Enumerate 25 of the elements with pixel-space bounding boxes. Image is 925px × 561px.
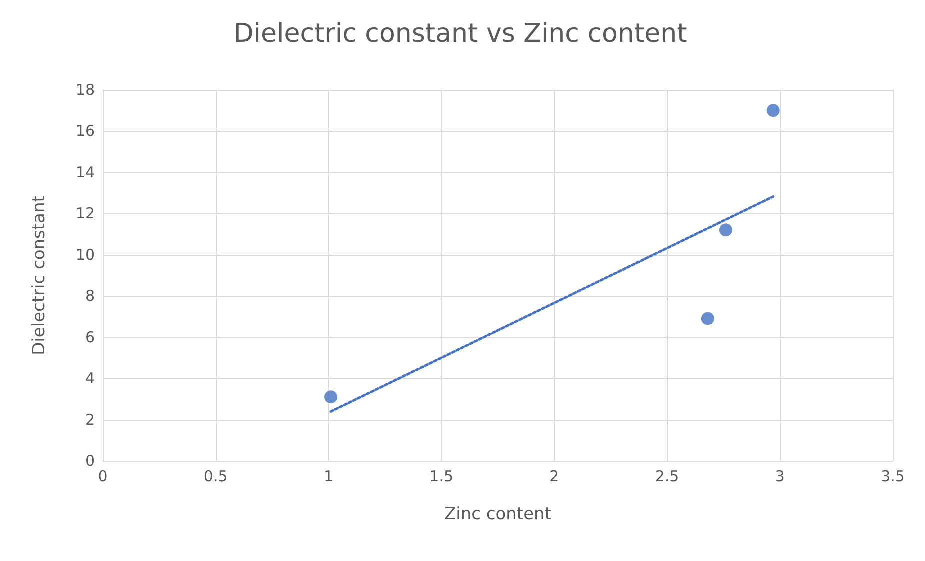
- y-tick-label: 16: [76, 122, 95, 140]
- point: [766, 104, 780, 118]
- x-axis-title: Zinc content: [444, 504, 552, 524]
- point: [719, 224, 732, 237]
- y-tick-label: 0: [85, 452, 95, 470]
- y-tick-label: 18: [76, 81, 95, 99]
- y-tick-label: 10: [76, 246, 95, 264]
- y-tick-label: 12: [76, 204, 95, 223]
- point: [701, 312, 714, 326]
- y-tick-label: 8: [85, 287, 95, 306]
- x-tick-label: 3.5: [881, 468, 905, 486]
- x-tick-label: 1: [324, 468, 334, 486]
- x-tick-label: 0: [98, 468, 108, 486]
- y-tick-label: 2: [85, 410, 95, 429]
- x-tick-label: 2.5: [655, 468, 680, 486]
- point: [324, 390, 338, 404]
- y-tick-label: 4: [85, 370, 95, 388]
- x-tick-label: 3: [775, 468, 785, 486]
- y-tick-label: 6: [85, 328, 95, 346]
- y-tick-label: 14: [76, 163, 95, 182]
- chart-title: Dielectric constant vs Zinc content: [234, 19, 688, 49]
- x-tick-label: 0.5: [204, 468, 228, 486]
- x-tick-label: 2: [550, 468, 560, 486]
- y-axis-title: Dielectric constant: [30, 195, 50, 356]
- x-tick-label: 1.5: [430, 468, 454, 486]
